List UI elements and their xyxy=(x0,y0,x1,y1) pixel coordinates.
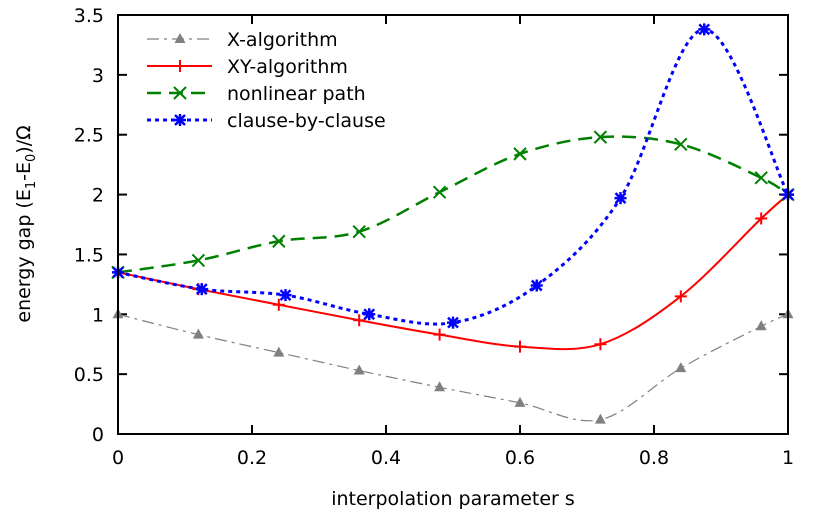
data-point-cross xyxy=(513,147,527,161)
series-line xyxy=(117,193,789,351)
y-tick-label: 3.5 xyxy=(74,5,104,27)
y-tick-label: 1.5 xyxy=(74,244,104,266)
data-point-plus xyxy=(594,338,607,351)
data-point-triangle xyxy=(353,364,365,375)
data-point-star xyxy=(530,279,543,292)
legend-item: XY-algorithm xyxy=(147,56,348,78)
data-point-triangle xyxy=(174,33,186,43)
data-point-triangle xyxy=(273,346,285,357)
y-tick-label: 0 xyxy=(92,424,104,446)
data-point-star xyxy=(614,192,627,205)
y-tick-label: 0.5 xyxy=(74,364,104,386)
data-point-plus xyxy=(272,298,285,311)
legend-item: clause-by-clause xyxy=(147,110,386,132)
x-axis-label: interpolation parameter s xyxy=(331,488,575,510)
data-point-cross xyxy=(352,224,366,239)
series-clause-by-clause xyxy=(112,23,794,329)
data-point-triangle xyxy=(192,328,204,339)
x-tick-label: 1 xyxy=(782,447,794,469)
series-line xyxy=(117,27,790,326)
data-point-star xyxy=(363,308,376,321)
data-point-triangle xyxy=(675,362,687,373)
legend: X-algorithm XY-algorithm nonlinear path cla… xyxy=(147,29,386,132)
data-point-star xyxy=(698,23,711,36)
data-point-plus xyxy=(514,340,526,353)
x-tick-label: 0.8 xyxy=(639,447,669,469)
data-point-star xyxy=(447,316,459,329)
y-tick-label: 1 xyxy=(92,304,104,326)
legend-item: nonlinear path xyxy=(147,83,366,105)
data-point-triangle xyxy=(434,381,446,392)
y-axis-label: energy gap (E1-E0)/Ω xyxy=(13,125,39,322)
series-line xyxy=(117,135,789,274)
x-tick-label: 0.4 xyxy=(371,447,401,469)
series-line xyxy=(117,313,789,422)
y-tick-label: 3 xyxy=(92,65,104,87)
data-point-triangle xyxy=(755,320,767,331)
axis-ticks: 0 0.2 0.4 0.6 0.8 1 0 0.5 1 1.5 2 2.5 3 3.5 xyxy=(74,5,794,469)
data-point-triangle xyxy=(594,413,606,424)
series-nonlinear-path xyxy=(111,130,795,280)
plot-frame xyxy=(117,14,789,435)
x-tick-label: 0 xyxy=(112,447,124,469)
series-x-algorithm xyxy=(112,308,794,424)
x-tick-label: 0.6 xyxy=(505,447,535,469)
data-point-plus xyxy=(353,314,366,327)
legend-label: X-algorithm xyxy=(227,29,338,51)
data-point-star xyxy=(279,289,292,302)
legend-label: XY-algorithm xyxy=(227,56,348,78)
series-group xyxy=(111,23,795,424)
y-tick-label: 2 xyxy=(92,185,104,207)
data-point-plus xyxy=(433,328,446,341)
data-point-cross xyxy=(754,171,768,185)
data-point-cross xyxy=(593,130,608,144)
data-point-plus xyxy=(755,212,768,225)
legend-label: nonlinear path xyxy=(227,83,366,105)
data-point-star xyxy=(195,283,208,296)
data-point-cross xyxy=(432,185,447,199)
data-point-cross xyxy=(191,253,206,268)
data-point-cross xyxy=(272,234,286,248)
legend-item: X-algorithm xyxy=(147,29,338,51)
legend-label: clause-by-clause xyxy=(227,110,386,132)
data-point-triangle xyxy=(514,396,526,407)
y-tick-label: 2.5 xyxy=(74,125,104,147)
data-point-plus xyxy=(174,60,186,72)
data-point-star xyxy=(174,114,186,126)
data-point-cross xyxy=(173,86,187,100)
x-tick-label: 0.2 xyxy=(237,447,267,469)
data-point-plus xyxy=(674,290,687,303)
data-point-cross xyxy=(674,137,688,151)
